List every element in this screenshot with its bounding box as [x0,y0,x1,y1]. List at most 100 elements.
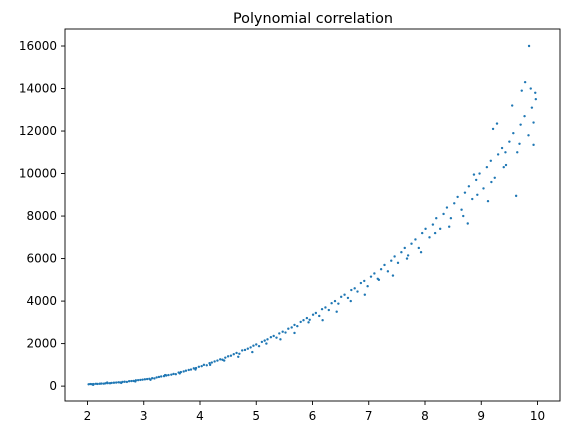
data-point [257,344,261,348]
data-point [490,180,493,184]
data-point [530,106,534,109]
data-point [243,348,247,352]
data-point [383,263,386,267]
data-point [153,377,156,380]
x-axis: 2 3 4 5 6 7 8 9 10 [84,401,545,423]
data-point [252,344,255,347]
data-point [324,306,327,309]
data-point [249,346,252,349]
data-point [184,369,188,372]
data-point [187,368,190,372]
data-point [532,121,535,124]
data-point [112,381,116,384]
y-tick-label: 10000 [19,167,57,181]
data-point [311,313,315,316]
data-point [431,223,435,226]
data-point [377,278,381,282]
data-point [265,342,268,345]
data-point [512,131,515,135]
data-point [174,373,178,376]
data-point [110,381,113,385]
data-point [235,351,238,355]
data-point [143,378,147,381]
y-tick-label: 14000 [19,82,57,96]
data-point [275,336,278,339]
data-point [363,279,366,283]
data-point [333,299,337,303]
data-point [527,134,530,137]
data-point [438,227,442,231]
data-point [337,302,340,305]
data-point [523,80,527,84]
data-point [504,151,507,154]
data-point [420,231,424,235]
plot-area [65,29,560,401]
data-point [493,176,496,179]
data-point [114,381,118,384]
data-point [529,87,532,90]
data-point [246,347,250,350]
data-point [216,359,219,362]
data-point [130,379,133,383]
data-point [290,326,293,329]
data-point [238,352,241,356]
y-tick-label: 4000 [26,294,57,308]
data-point [307,321,310,324]
data-point [424,227,427,231]
data-point [136,378,140,382]
data-point [327,308,331,312]
data-point [226,355,230,358]
x-tick-label: 5 [252,409,260,423]
data-point [406,254,410,257]
data-point [279,338,282,341]
data-point [520,89,523,92]
data-point [149,378,152,381]
data-point [474,178,478,182]
data-point [330,302,333,305]
data-point [120,381,123,385]
data-point [314,311,318,315]
data-point [343,293,346,296]
data-point [105,381,109,384]
data-point [478,172,481,175]
data-point [460,208,463,211]
data-point [213,360,216,363]
data-point [346,296,350,300]
data-point [510,104,514,107]
data-point [471,197,474,201]
data-point [514,194,518,198]
data-point [449,216,453,220]
data-point [318,314,321,318]
data-point [396,261,400,265]
x-tick-label: 7 [365,409,373,423]
data-point [293,323,296,327]
data-point [519,123,522,126]
data-point [272,334,275,338]
data-point [255,343,258,346]
data-point [123,380,126,383]
data-point [373,272,376,275]
data-point [189,368,193,371]
data-point [518,142,521,145]
data-point [202,363,206,367]
data-point [197,365,201,368]
data-point [393,255,396,258]
data-point [281,330,284,333]
x-tick-label: 2 [84,409,92,423]
data-point [145,377,149,381]
data-point [391,274,395,277]
data-points [87,44,538,387]
x-tick-label: 6 [309,409,317,423]
data-point [178,372,181,375]
data-point [405,257,409,260]
data-point [495,122,499,125]
data-point [462,214,465,218]
x-tick-label: 3 [140,409,148,423]
data-point [219,358,222,361]
data-point [504,163,508,167]
data-point [482,187,485,190]
data-point [320,307,324,311]
data-point [472,173,476,176]
data-point [353,287,356,290]
